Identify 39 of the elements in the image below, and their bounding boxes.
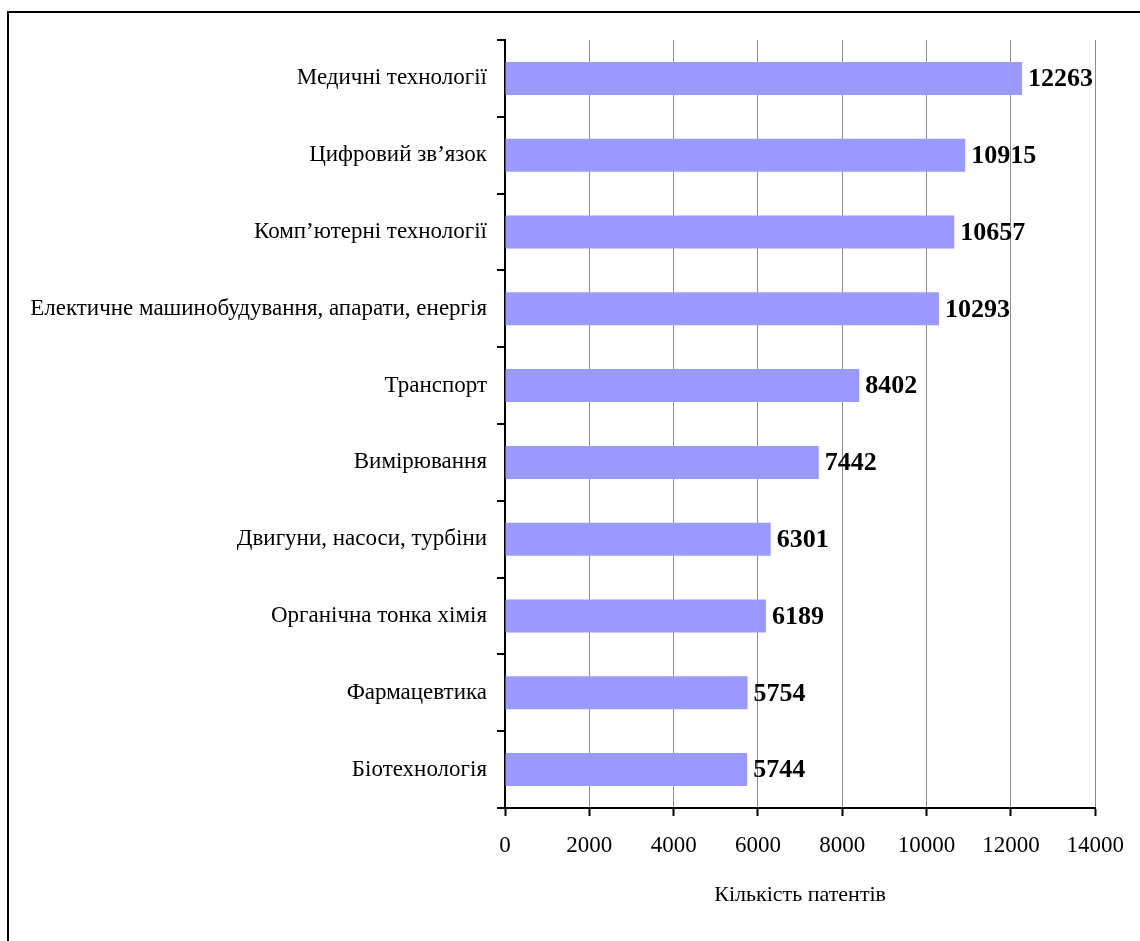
data-label: 10657 [960, 216, 1026, 246]
bar [505, 138, 966, 172]
data-label: 7442 [824, 447, 877, 477]
x-axis-title: Кількість патентів [714, 880, 886, 906]
x-tick-label: 2000 [566, 831, 613, 857]
bar [505, 753, 748, 787]
y-tick-label: Біотехнологія [351, 755, 488, 781]
x-tick-label: 14000 [1066, 831, 1124, 857]
bar [505, 215, 955, 249]
y-tick-label: Органічна тонка хімія [270, 602, 488, 628]
x-tick-label: 6000 [734, 831, 781, 857]
y-tick-label: Фармацевтика [346, 678, 487, 704]
bar [505, 599, 766, 633]
data-label: 6189 [771, 600, 824, 630]
data-label: 10915 [971, 139, 1037, 169]
data-label: 6301 [776, 523, 829, 553]
bar [505, 676, 748, 710]
y-tick-label: Комп’ютерні технології [253, 218, 488, 244]
bar [505, 292, 939, 326]
x-tick-label: 4000 [650, 831, 697, 857]
y-tick-label: Електичне машинобудування, апарати, енергія [30, 294, 488, 320]
x-tick-label: 0 [499, 831, 511, 857]
y-tick-label: Транспорт [384, 371, 487, 397]
bar [505, 369, 860, 403]
y-tick-label: Вимірювання [353, 448, 488, 474]
x-tick-label: 8000 [819, 831, 866, 857]
data-label: 8402 [865, 370, 918, 400]
x-tick-label: 12000 [982, 831, 1040, 857]
data-label: 10293 [944, 293, 1010, 323]
bar [505, 522, 771, 556]
data-label: 5754 [753, 677, 806, 707]
bar [505, 445, 819, 479]
y-tick-label: Двигуни, насоси, турбіни [236, 525, 487, 551]
bar [505, 61, 1023, 95]
y-tick-label: Медичні технології [296, 64, 488, 90]
x-tick-label: 10000 [897, 831, 956, 857]
y-tick-label: Цифровий зв’язок [309, 141, 488, 167]
data-label: 12263 [1028, 63, 1094, 93]
data-label: 5744 [753, 754, 806, 784]
